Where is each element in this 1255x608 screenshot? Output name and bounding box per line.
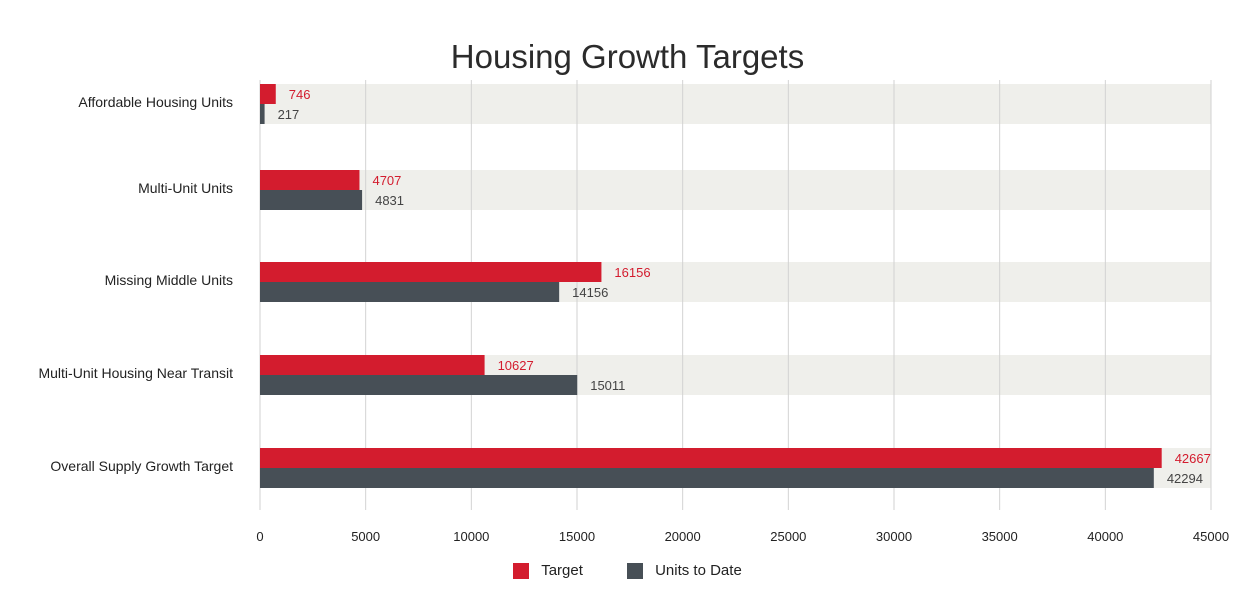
x-tick-label: 40000 [1087,529,1123,544]
category-band [260,170,1211,210]
x-tick-label: 0 [256,529,263,544]
bar-target [260,84,276,104]
value-label-target: 746 [289,87,311,102]
bar-target [260,355,485,375]
value-label-target: 16156 [614,265,650,280]
bar-chart: 746 217 Affordable Housing Units 4707 4831 Mu… [38,80,1229,544]
category-label: Affordable Housing Units [78,94,233,110]
value-label-units-to-date: 15011 [590,378,625,393]
legend-item-target: Target [513,562,583,579]
x-tick-label: 45000 [1193,529,1229,544]
bar-target [260,170,360,190]
category-band [260,84,1211,124]
x-tick-label: 30000 [876,529,912,544]
legend-label-target: Target [541,562,583,579]
category-label: Multi-Unit Housing Near Transit [38,365,233,381]
category-label: Multi-Unit Units [138,180,233,196]
chart-title: Housing Growth Targets [450,38,805,75]
category-label: Missing Middle Units [105,272,233,288]
value-label-target: 4707 [372,173,401,188]
x-tick-label: 5000 [351,529,380,544]
x-tick-label: 25000 [770,529,806,544]
value-label-target: 10627 [498,358,534,373]
bar-target [260,448,1162,468]
bar-units-to-date [260,375,578,395]
bar-units-to-date [260,104,265,124]
value-label-units-to-date: 42294 [1167,471,1203,486]
value-label-target: 42667 [1175,451,1211,466]
legend-label-units-to-date: Units to Date [655,562,742,579]
x-tick-label: 10000 [453,529,489,544]
category-label: Overall Supply Growth Target [50,458,233,474]
legend-swatch-target [513,562,530,579]
value-label-units-to-date: 14156 [572,285,608,300]
x-tick-label: 35000 [982,529,1018,544]
x-tick-label: 15000 [559,529,595,544]
bar-target [260,262,602,282]
value-label-units-to-date: 217 [278,107,300,122]
bar-units-to-date [260,282,560,302]
bar-units-to-date [260,190,363,210]
legend-swatch-units-to-date [627,562,644,579]
bar-units-to-date [260,468,1154,488]
legend: Target Units to Date [0,562,1255,583]
x-tick-label: 20000 [665,529,701,544]
legend-item-units-to-date: Units to Date [627,562,742,579]
value-label-units-to-date: 4831 [375,193,404,208]
